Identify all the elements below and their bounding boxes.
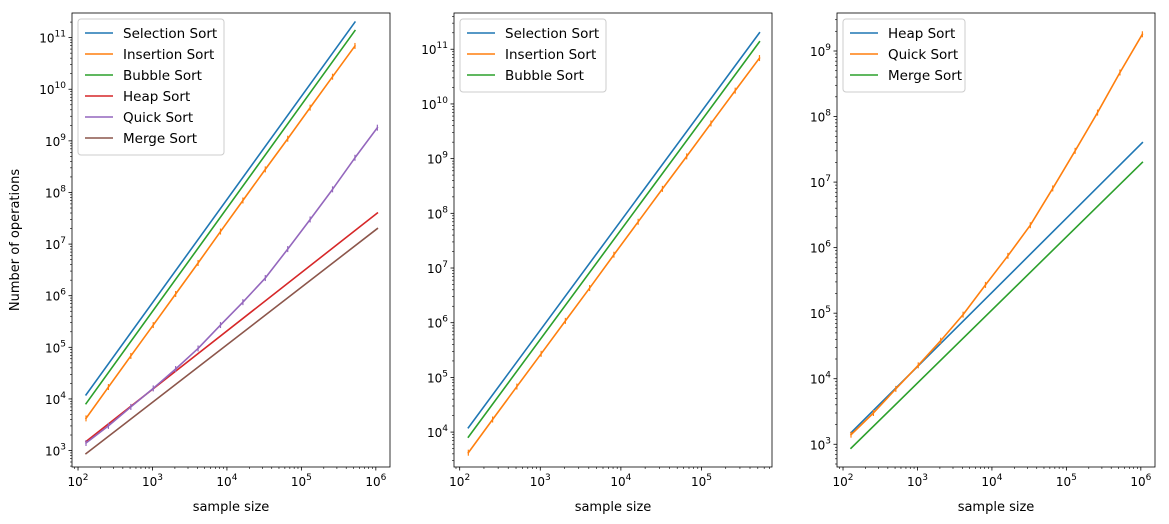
- legend: Heap Sort Quick Sort Merge Sort: [842, 18, 966, 93]
- chart-panel-2: 102 103 104 105 104 105 106 107 108 109 1010 1011 sa…: [421, 12, 773, 515]
- series-line-bubble-sort: [84, 29, 357, 405]
- series-line-bubble-sort: [467, 40, 761, 439]
- y-tick-label: 107: [810, 174, 831, 190]
- x-tick-label: 102: [833, 473, 854, 489]
- series-line-selection-sort: [467, 31, 761, 429]
- y-tick-label: 108: [427, 205, 448, 221]
- legend-label-merge-sort: Merge Sort: [123, 131, 197, 147]
- series-line-merge-sort: [849, 161, 1144, 450]
- x-tick-label: 105: [291, 473, 312, 489]
- x-axis-label: sample size: [575, 500, 652, 515]
- series-lines: [849, 31, 1144, 450]
- y-tick-label: 103: [810, 436, 831, 452]
- y-tick-label: 109: [810, 43, 831, 59]
- x-tick-label: 105: [691, 473, 712, 489]
- y-tick-label: 107: [45, 236, 66, 252]
- series-line-selection-sort: [84, 20, 357, 396]
- y-tick-label: 106: [45, 288, 66, 304]
- y-tick-label: 109: [45, 133, 66, 149]
- y-tick-label: 1011: [39, 30, 66, 46]
- legend-label-quick-sort: Quick Sort: [888, 47, 958, 63]
- y-tick-label: 106: [810, 240, 831, 256]
- legend-label-heap-sort: Heap Sort: [888, 26, 955, 42]
- legend-box: [459, 18, 607, 93]
- x-tick-label: 103: [907, 473, 928, 489]
- y-tick-label: 104: [810, 371, 831, 387]
- y-tick-label: 108: [810, 109, 831, 125]
- y-tick-label: 1010: [39, 81, 66, 97]
- x-tick-label: 105: [1056, 473, 1077, 489]
- y-tick-label: 106: [427, 315, 448, 331]
- series-lines: [84, 20, 379, 455]
- y-tick-label: 1010: [421, 96, 448, 112]
- plot-frame: [71, 12, 391, 468]
- legend-label-quick-sort: Quick Sort: [123, 110, 193, 126]
- legend: Selection Sort Insertion Sort Bubble Sort H…: [77, 18, 225, 156]
- legend-label-insertion-sort: Insertion Sort: [505, 47, 596, 63]
- plot-frame: [836, 12, 1156, 468]
- x-tick-label: 104: [981, 473, 1002, 489]
- x-tick-label: 104: [216, 473, 237, 489]
- chart-panel-1: 102 103 104 105 1061031041051061071081091010…: [39, 12, 391, 515]
- x-axis-label: sample size: [193, 500, 270, 515]
- x-tick-label: 106: [1130, 473, 1151, 489]
- legend-label-bubble-sort: Bubble Sort: [505, 68, 584, 84]
- x-tick-label: 106: [365, 473, 386, 489]
- legend-label-insertion-sort: Insertion Sort: [123, 47, 214, 63]
- y-tick-label: 1011: [421, 41, 448, 57]
- legend-label-heap-sort: Heap Sort: [123, 89, 190, 105]
- x-tick-label: 103: [530, 473, 551, 489]
- series-lines: [467, 31, 761, 456]
- y-tick-label: 105: [810, 305, 831, 321]
- y-tick-label: 104: [427, 424, 448, 440]
- series-line-quick-sort: [84, 126, 379, 445]
- legend-box: [842, 18, 966, 93]
- legend-label-selection-sort: Selection Sort: [505, 26, 599, 42]
- series-line-merge-sort: [84, 227, 379, 455]
- x-tick-label: 104: [610, 473, 631, 489]
- y-tick-label: 105: [427, 369, 448, 385]
- series-line-quick-sort: [849, 33, 1144, 436]
- legend-label-selection-sort: Selection Sort: [123, 26, 217, 42]
- legend-label-bubble-sort: Bubble Sort: [123, 68, 202, 84]
- y-tick-label: 107: [427, 260, 448, 276]
- y-tick-label: 108: [45, 184, 66, 200]
- x-axis-label: sample size: [958, 500, 1035, 515]
- y-tick-label: 109: [427, 151, 448, 167]
- y-axis-label: Number of operations: [8, 169, 23, 311]
- chart-panels: 102 103 104 105 1061031041051061071081091010…: [39, 12, 1156, 515]
- legend: Selection Sort Insertion Sort Bubble Sort: [459, 18, 607, 93]
- y-tick-label: 105: [45, 339, 66, 355]
- legend-box: [77, 18, 225, 156]
- y-tick-label: 103: [45, 443, 66, 459]
- legend-label-merge-sort: Merge Sort: [888, 68, 962, 84]
- x-tick-label: 102: [68, 473, 89, 489]
- x-tick-label: 102: [449, 473, 470, 489]
- x-tick-label: 103: [142, 473, 163, 489]
- y-tick-label: 104: [45, 391, 66, 407]
- plot-frame: [453, 12, 773, 468]
- chart-panel-3: 102 103 104 105 106 103 104 105 106 107 108 109 samp…: [810, 12, 1156, 515]
